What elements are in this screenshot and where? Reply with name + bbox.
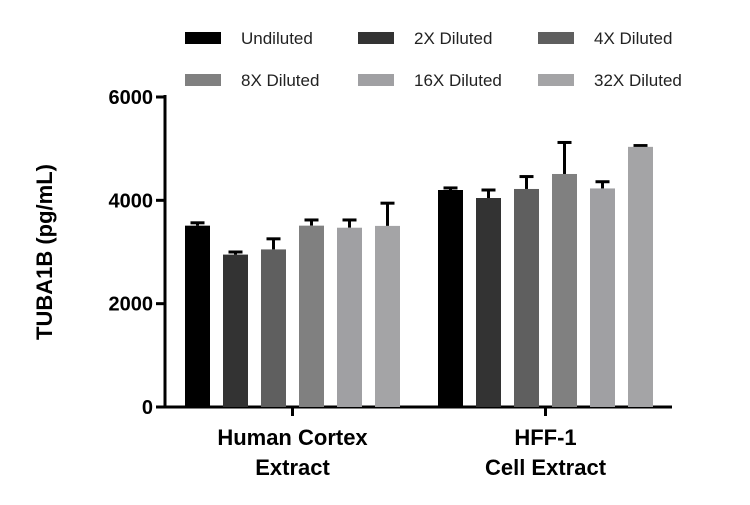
bar (337, 227, 362, 407)
bar (223, 254, 248, 407)
bar (552, 173, 577, 407)
legend-label: Undiluted (241, 29, 313, 48)
bar (261, 249, 286, 407)
y-tick-label: 4000 (109, 190, 154, 212)
legend-swatch (358, 74, 394, 86)
legend-label: 4X Diluted (594, 29, 672, 48)
x-tick-label: Cell Extract (485, 455, 607, 480)
bar (514, 188, 539, 407)
bar (299, 225, 324, 407)
legend-swatch (538, 32, 574, 44)
y-tick-label: 6000 (109, 87, 154, 109)
legend-swatch (358, 32, 394, 44)
bar (590, 188, 615, 407)
y-tick-label: 2000 (109, 294, 154, 316)
bar (476, 198, 501, 407)
legend-label: 32X Diluted (594, 71, 682, 90)
legend-label: 8X Diluted (241, 71, 319, 90)
legend-label: 16X Diluted (414, 71, 502, 90)
y-axis-label: TUBA1B (pg/mL) (32, 164, 57, 340)
legend-label: 2X Diluted (414, 29, 492, 48)
y-tick-label: 0 (142, 397, 153, 419)
legend-swatch (185, 74, 221, 86)
legend-swatch (538, 74, 574, 86)
bar (438, 190, 463, 407)
x-tick-label: Extract (255, 455, 330, 480)
x-tick-label: HFF-1 (514, 425, 576, 450)
bar (628, 146, 653, 407)
legend-swatch (185, 32, 221, 44)
bar (185, 225, 210, 407)
bar (375, 225, 400, 407)
x-tick-label: Human Cortex (217, 425, 368, 450)
